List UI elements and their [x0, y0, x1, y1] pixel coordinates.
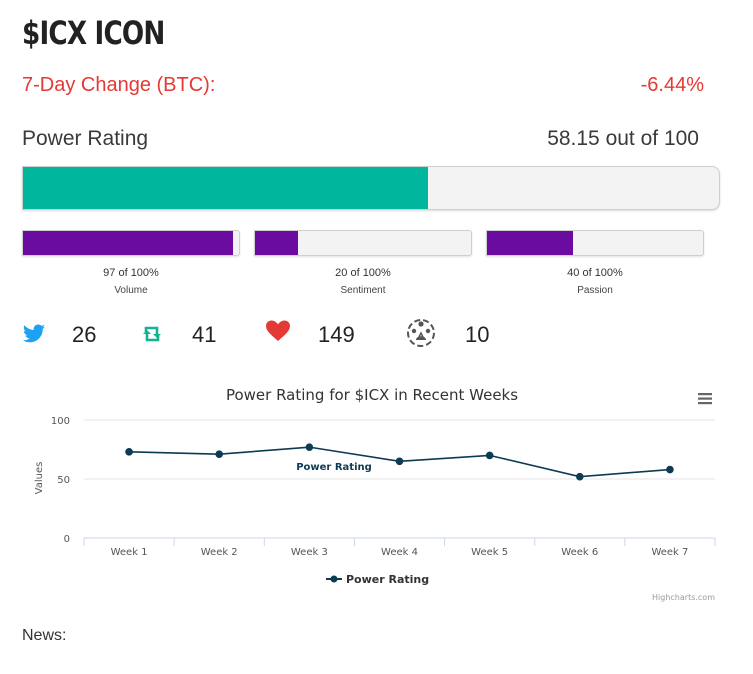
power-rating-chart: Power Rating for $ICX in Recent Weeks Va… [22, 378, 722, 608]
twitter-icon [22, 316, 46, 357]
power-rating-bar-fill [23, 167, 428, 209]
legend-item-power-rating[interactable]: Power Rating [326, 573, 429, 586]
metric-bar-fill [23, 231, 233, 255]
x-tick-label: Week 6 [561, 547, 598, 558]
data-point[interactable] [305, 443, 314, 451]
data-point[interactable] [215, 450, 224, 459]
likes-count: 149 [318, 322, 355, 347]
chart-canvas: Power Rating for $ICX in Recent Weeks Va… [34, 386, 716, 602]
metric-sentiment: 20 of 100% Sentiment [254, 230, 472, 296]
change-value: -6.44% [640, 74, 704, 96]
data-point[interactable] [395, 457, 404, 466]
x-tick-label: Week 7 [651, 547, 688, 558]
x-tick-label: Week 2 [201, 547, 238, 558]
metric-bar [254, 230, 472, 256]
x-tick-label: Week 4 [381, 547, 418, 558]
y-tick-label: 0 [64, 534, 70, 545]
retweet-icon [142, 324, 162, 349]
metric-bar [486, 230, 704, 256]
tweet-count: 26 [72, 322, 97, 347]
metric-value: 97 of 100% [103, 267, 159, 279]
power-rating-value: 58.15 out of 100 [547, 127, 699, 150]
metric-volume: 97 of 100% Volume [22, 230, 240, 296]
metric-label: Volume [114, 285, 148, 296]
power-rating-label: Power Rating [22, 127, 149, 150]
legend-label: Power Rating [346, 573, 429, 586]
coin-title: $ICX ICON [22, 14, 165, 52]
y-tick-label: 50 [57, 475, 70, 486]
metric-bar [22, 230, 240, 256]
heart-icon [266, 320, 290, 347]
y-tick-label: 100 [51, 416, 70, 427]
metric-label: Sentiment [340, 285, 386, 296]
chart-credits[interactable]: Highcharts.com [652, 593, 715, 602]
retweet-count: 41 [192, 322, 217, 347]
news-heading: News: [22, 627, 67, 644]
metric-label: Passion [577, 285, 613, 296]
change-label: 7-Day Change (BTC): [22, 74, 216, 96]
community-icon [405, 316, 437, 355]
change-row: 7-Day Change (BTC): -6.44% [22, 74, 704, 102]
data-point[interactable] [125, 448, 133, 456]
power-rating-bar [22, 166, 720, 210]
series-data-label: Power Rating [296, 462, 372, 473]
chart-title: Power Rating for $ICX in Recent Weeks [226, 386, 518, 404]
x-tick-label: Week 3 [291, 547, 328, 558]
metric-bar-fill [255, 231, 299, 255]
community-count: 10 [465, 322, 490, 347]
power-rating-row: Power Rating 58.15 out of 100 [22, 127, 699, 155]
metric-value: 40 of 100% [567, 267, 623, 279]
chart-menu-button[interactable] [694, 388, 716, 408]
data-point[interactable] [575, 472, 584, 481]
y-axis-label: Values [34, 462, 45, 495]
data-point[interactable] [666, 465, 674, 474]
metric-passion: 40 of 100% Passion [486, 230, 704, 296]
metric-value: 20 of 100% [335, 267, 391, 279]
metric-bar-fill [487, 231, 574, 255]
data-point[interactable] [485, 451, 494, 460]
x-tick-label: Week 5 [471, 547, 508, 558]
x-tick-label: Week 1 [111, 547, 148, 558]
